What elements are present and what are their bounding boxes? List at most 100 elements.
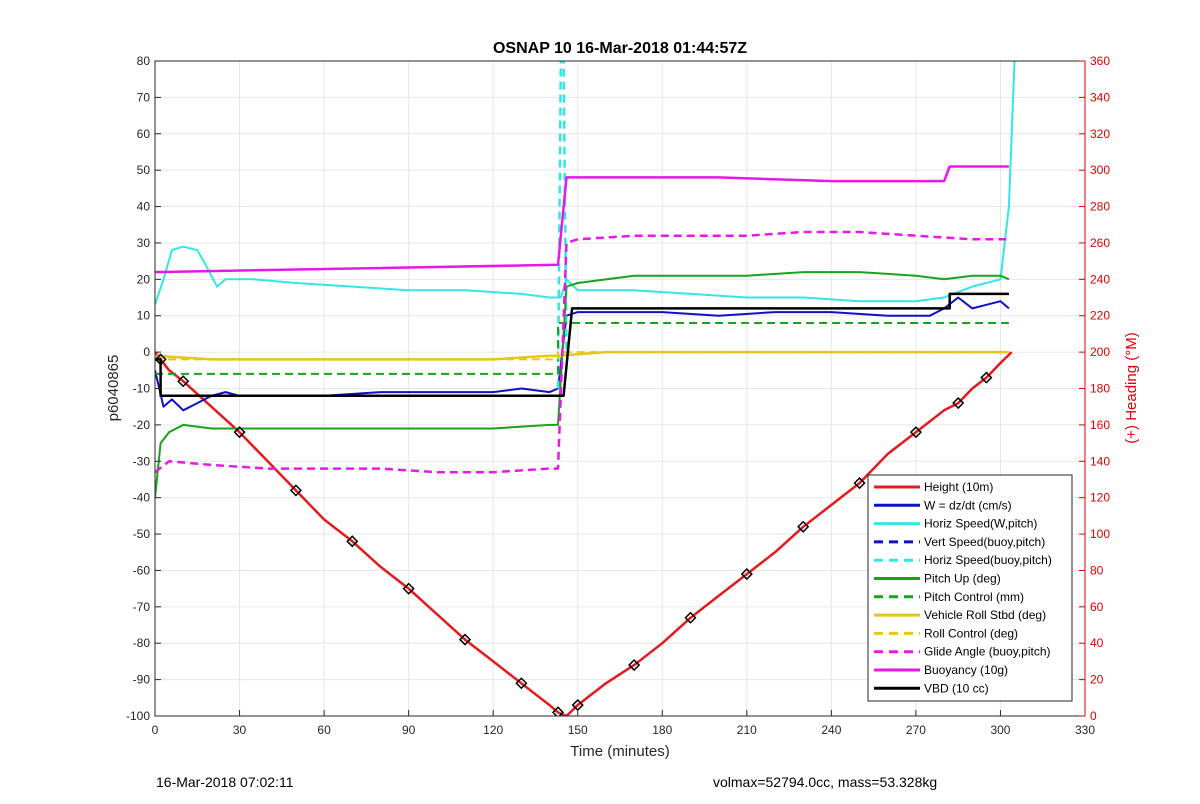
series-line <box>155 322 1009 375</box>
x-tick-label: 60 <box>317 723 331 737</box>
y-left-tick-label: 30 <box>137 236 151 250</box>
y-left-tick-label: 60 <box>137 127 151 141</box>
x-tick-label: 210 <box>737 723 757 737</box>
legend-label: Horiz Speed(W,pitch) <box>924 517 1037 531</box>
y-left-tick-label: -20 <box>133 418 151 432</box>
y-left-tick-label: 40 <box>137 200 151 214</box>
legend-label: Pitch Control (mm) <box>924 590 1024 604</box>
y-left-tick-label: -80 <box>133 636 151 650</box>
y-left-tick-label: 70 <box>137 90 151 104</box>
x-tick-label: 300 <box>990 723 1010 737</box>
series-line <box>556 61 568 389</box>
x-tick-label: 90 <box>402 723 416 737</box>
legend-label: W = dz/dt (cm/s) <box>924 498 1012 512</box>
y-axis-left-ticks: 80 70 60 50 40 30 20 10 0 -10 -20 -30 -40 -50 -60 -70 -8… <box>126 54 161 723</box>
series-line <box>155 351 1009 361</box>
y-axis-right-label: (+) Heading (°M) <box>1123 332 1140 443</box>
depth-marker <box>458 633 472 646</box>
y-right-tick-label: 80 <box>1090 563 1104 577</box>
depth-marker <box>909 426 922 439</box>
depth-marker <box>155 353 167 366</box>
footer-volmax-mass: volmax=52794.0cc, mass=53.328kg <box>713 774 938 790</box>
x-axis-ticks: 0 30 60 90 120 150 180 210 240 270 300 330 <box>152 710 1095 737</box>
y-right-tick-label: 60 <box>1090 600 1104 614</box>
y-right-tick-label: 280 <box>1090 200 1110 214</box>
y-left-tick-label: -40 <box>133 491 151 505</box>
y-left-tick-label: 20 <box>137 272 151 286</box>
y-right-tick-label: 220 <box>1090 309 1110 323</box>
x-tick-label: 270 <box>906 723 926 737</box>
depth-marker <box>980 371 993 384</box>
y-axis-right-ticks: 3603403203002802602402202001801601401201… <box>1079 54 1110 723</box>
x-tick-label: 240 <box>821 723 841 737</box>
y-right-tick-label: 20 <box>1090 673 1104 687</box>
depth-marker <box>515 677 528 690</box>
series-line <box>155 292 1009 398</box>
series-line <box>155 165 1009 274</box>
depth-marker <box>952 396 965 410</box>
x-tick-label: 330 <box>1075 723 1095 737</box>
y-right-tick-label: 360 <box>1090 54 1110 68</box>
legend-label: Height (10m) <box>924 480 993 494</box>
legend: Height (10m) W = dz/dt (cm/s) Horiz Speed(… <box>867 474 1073 702</box>
y-left-tick-label: -90 <box>133 673 151 687</box>
y-right-tick-label: 200 <box>1090 345 1110 359</box>
y-left-tick-label: -60 <box>133 563 151 577</box>
y-right-tick-label: 140 <box>1090 454 1110 468</box>
y-left-tick-label: -70 <box>133 600 151 614</box>
y-right-tick-label: 40 <box>1090 636 1104 650</box>
y-right-tick-label: 300 <box>1090 163 1110 177</box>
depth-marker <box>402 582 415 595</box>
depth-marker <box>177 375 190 388</box>
y-right-tick-label: 160 <box>1090 418 1110 432</box>
depth-marker <box>571 699 584 712</box>
legend-box <box>867 474 1073 702</box>
series-line <box>155 230 1009 474</box>
legend-label: Vehicle Roll Stbd (deg) <box>924 608 1046 622</box>
x-tick-label: 0 <box>152 723 159 737</box>
y-right-tick-label: 260 <box>1090 236 1110 250</box>
legend-label: Vert Speed(buoy,pitch) <box>924 535 1045 549</box>
y-right-tick-label: 100 <box>1090 527 1110 541</box>
y-right-tick-label: 120 <box>1090 491 1110 505</box>
depth-marker <box>233 426 246 439</box>
y-left-tick-label: 0 <box>143 345 150 359</box>
depth-markers <box>155 353 993 716</box>
x-tick-label: 180 <box>652 723 672 737</box>
y-left-tick-label: 50 <box>137 163 151 177</box>
y-left-tick-label: -50 <box>133 527 151 541</box>
legend-label: VBD (10 cc) <box>924 681 989 695</box>
y-right-tick-label: 240 <box>1090 272 1110 286</box>
footer-timestamp: 16-Mar-2018 07:02:11 <box>156 774 294 790</box>
depth-marker <box>797 520 810 533</box>
legend-label: Pitch Up (deg) <box>924 572 1001 586</box>
y-left-tick-label: -30 <box>133 454 151 468</box>
depth-marker <box>853 477 866 490</box>
y-right-tick-label: 180 <box>1090 382 1110 396</box>
x-tick-label: 150 <box>568 723 588 737</box>
y-right-tick-label: 340 <box>1090 90 1110 104</box>
legend-label: Horiz Speed(buoy,pitch) <box>924 553 1052 567</box>
legend-label: Roll Control (deg) <box>924 626 1018 640</box>
series-line <box>155 351 1013 716</box>
chart-title: OSNAP 10 16-Mar-2018 01:44:57Z <box>493 40 747 57</box>
depth-marker <box>628 658 641 672</box>
legend-label: Glide Angle (buoy,pitch) <box>924 645 1051 659</box>
depth-marker <box>684 611 697 624</box>
y-left-tick-label: 80 <box>137 54 151 68</box>
y-left-tick-label: -10 <box>133 382 151 396</box>
x-tick-label: 30 <box>233 723 247 737</box>
series-layer <box>155 61 1016 716</box>
y-left-tick-label: -100 <box>126 709 150 723</box>
depth-marker <box>346 535 359 548</box>
x-axis-label: Time (minutes) <box>570 743 669 760</box>
x-tick-label: 120 <box>483 723 503 737</box>
y-right-tick-label: 320 <box>1090 127 1110 141</box>
depth-marker <box>740 568 753 581</box>
y-right-tick-label: 0 <box>1090 709 1097 723</box>
legend-label: Buoyancy (10g) <box>924 663 1008 677</box>
y-axis-left-label: p6040865 <box>105 355 122 422</box>
y-left-tick-label: 10 <box>137 309 151 323</box>
depth-marker <box>289 484 302 497</box>
